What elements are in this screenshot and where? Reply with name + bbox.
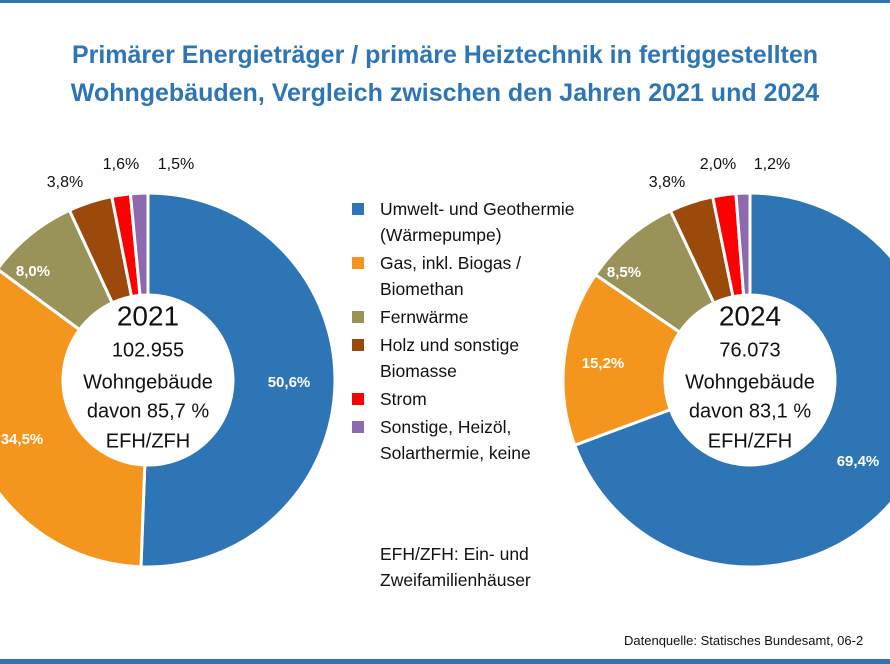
legend-item: Sonstige, Heizöl, Solarthermie, keine bbox=[352, 414, 582, 466]
legend-swatch bbox=[352, 339, 364, 351]
title-line-1: Primärer Energieträger / primäre Heiztec… bbox=[71, 41, 819, 69]
data-label-2021: 3,8% bbox=[47, 174, 83, 191]
legend-swatch bbox=[352, 393, 364, 405]
legend-item: Gas, inkl. Biogas / Biomethan bbox=[352, 250, 582, 302]
legend-item: Holz und sonstige Biomasse bbox=[352, 332, 582, 384]
abbreviation-note: EFH/ZFH: Ein- und Zweifamilienhäuser bbox=[380, 544, 531, 590]
data-label-2024: 8,5% bbox=[607, 264, 641, 281]
data-label-2021: 1,6% bbox=[103, 156, 139, 173]
legend-label: Strom bbox=[380, 389, 427, 409]
legend: Umwelt- und Geothermie (Wärmepumpe) Gas,… bbox=[352, 196, 582, 468]
donut-slice-2021-0 bbox=[139, 191, 337, 569]
donut-slice-2021-5 bbox=[128, 191, 150, 298]
legend-label: Fernwärme bbox=[380, 307, 469, 327]
legend-item: Fernwärme bbox=[352, 304, 582, 330]
data-label-2024: 69,4% bbox=[837, 453, 880, 470]
chart-title: Primärer Energieträger / primäre Heiztec… bbox=[0, 36, 890, 112]
legend-label: Holz und sonstige Biomasse bbox=[380, 335, 520, 381]
center-year: 2021 bbox=[117, 300, 179, 331]
center-text: Wohngebäude bbox=[83, 371, 213, 393]
data-label-2024: 15,2% bbox=[582, 355, 625, 372]
center-text: EFH/ZFH bbox=[708, 430, 792, 452]
data-label-2024: 2,0% bbox=[700, 156, 736, 173]
center-text: davon 83,1 % bbox=[689, 400, 812, 422]
center-text: davon 85,7 % bbox=[87, 400, 210, 422]
data-label-2024: 1,2% bbox=[754, 156, 790, 173]
legend-label: Gas, inkl. Biogas / Biomethan bbox=[380, 253, 522, 299]
data-label-2021: 34,5% bbox=[1, 431, 44, 448]
legend-swatch bbox=[352, 311, 364, 323]
bottom-accent-bar bbox=[0, 659, 890, 664]
legend-item: Strom bbox=[352, 386, 582, 412]
center-text: 102.955 bbox=[112, 339, 184, 361]
legend-item: Umwelt- und Geothermie (Wärmepumpe) bbox=[352, 196, 582, 248]
center-text: EFH/ZFH bbox=[106, 430, 190, 452]
legend-swatch bbox=[352, 203, 364, 215]
donut-slice-2024-0 bbox=[572, 191, 890, 569]
legend-label: Umwelt- und Geothermie (Wärmepumpe) bbox=[380, 199, 575, 245]
data-label-2021: 8,0% bbox=[16, 263, 50, 280]
donut-slice-2024-5 bbox=[734, 191, 752, 297]
legend-swatch bbox=[352, 421, 364, 433]
legend-swatch bbox=[352, 257, 364, 269]
donut-slice-2024-1 bbox=[561, 272, 682, 448]
center-text: Wohngebäude bbox=[685, 371, 815, 393]
top-accent-bar bbox=[0, 0, 890, 3]
title-line-2: Wohngebäuden, Vergleich zwischen den Jah… bbox=[70, 79, 820, 107]
data-source: Datenquelle: Statisches Bundesamt, 06-2 bbox=[624, 633, 864, 648]
center-text: 76.073 bbox=[719, 339, 780, 361]
data-label-2024: 3,8% bbox=[649, 174, 685, 191]
donut-slice-2021-1 bbox=[0, 269, 147, 569]
legend-label: Sonstige, Heizöl, Solarthermie, keine bbox=[380, 417, 531, 463]
center-year: 2024 bbox=[719, 300, 781, 331]
data-label-2021: 1,5% bbox=[158, 156, 194, 173]
data-label-2021: 50,6% bbox=[268, 374, 311, 391]
